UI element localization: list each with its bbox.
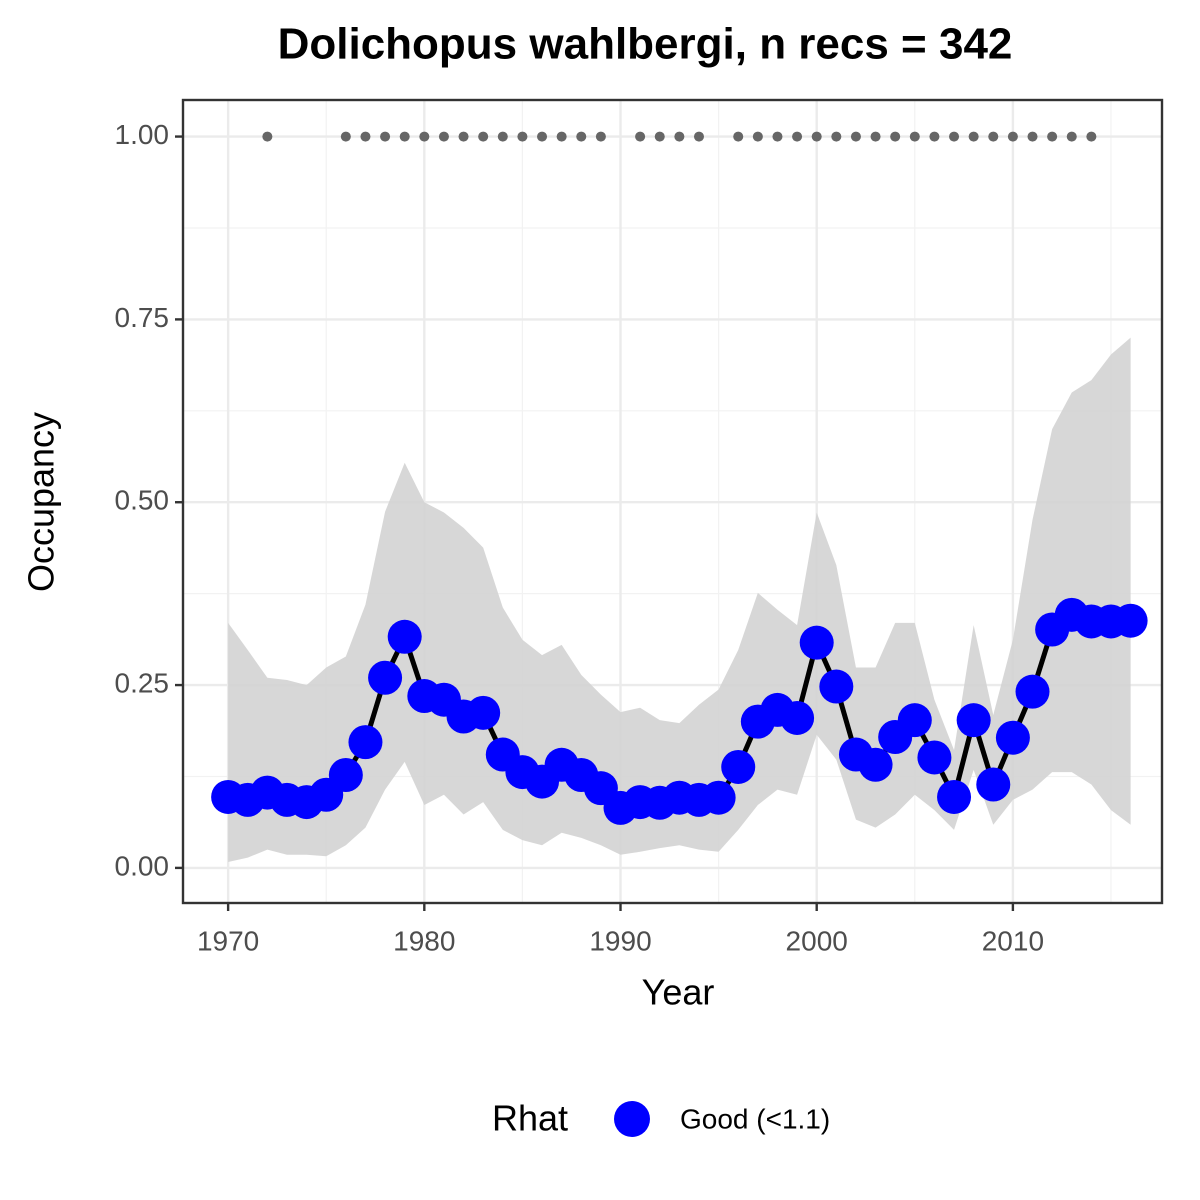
record-point: [988, 131, 999, 142]
record-point: [595, 131, 606, 142]
legend-label: Good (<1.1): [680, 1103, 830, 1134]
record-point: [1027, 131, 1038, 142]
record-point: [419, 131, 430, 142]
x-axis-label: Year: [642, 972, 715, 1013]
y-tick-label: 1.00: [115, 119, 170, 150]
record-point: [478, 131, 489, 142]
y-tick-label: 0.75: [115, 302, 170, 333]
chart-title: Dolichopus wahlbergi, n recs = 342: [278, 20, 1013, 69]
x-tick-label: 2000: [786, 925, 848, 956]
record-point: [870, 131, 881, 142]
record-point: [674, 131, 685, 142]
point: [819, 669, 854, 704]
point: [1113, 603, 1148, 638]
record-point: [458, 131, 469, 142]
y-tick-label: 0.50: [115, 485, 170, 516]
x-tick-label: 1980: [393, 925, 455, 956]
point: [897, 703, 932, 738]
record-point: [654, 131, 665, 142]
record-point: [1047, 131, 1058, 142]
point: [858, 747, 893, 782]
record-point: [733, 131, 744, 142]
y-axis-label: Occupancy: [21, 412, 62, 592]
point: [721, 749, 756, 784]
point: [368, 660, 403, 695]
y-tick-label: 0.00: [115, 850, 170, 881]
point: [937, 779, 972, 814]
record-point: [968, 131, 979, 142]
x-tick-label: 1990: [589, 925, 651, 956]
point: [799, 625, 834, 660]
record-point: [399, 131, 410, 142]
record-point: [831, 131, 842, 142]
point: [917, 740, 952, 775]
legend-title: Rhat: [492, 1098, 568, 1139]
record-point: [929, 131, 940, 142]
record-point: [262, 131, 273, 142]
record-point: [1066, 131, 1077, 142]
point: [701, 780, 736, 815]
record-point: [909, 131, 920, 142]
point: [976, 767, 1011, 802]
x-tick-label: 1970: [197, 925, 259, 956]
record-point: [949, 131, 960, 142]
record-point: [438, 131, 449, 142]
record-point: [497, 131, 508, 142]
record-point: [360, 131, 371, 142]
record-point: [556, 131, 567, 142]
record-point: [1007, 131, 1018, 142]
record-point: [890, 131, 901, 142]
record-point: [752, 131, 763, 142]
point: [780, 700, 815, 735]
point: [348, 725, 383, 760]
record-point: [576, 131, 587, 142]
point: [1015, 674, 1050, 709]
y-tick-label: 0.25: [115, 667, 170, 698]
record-point: [1086, 131, 1097, 142]
record-point: [792, 131, 803, 142]
x-tick-label: 2010: [982, 925, 1044, 956]
record-point: [380, 131, 391, 142]
point: [328, 758, 363, 793]
record-point: [517, 131, 528, 142]
record-point: [850, 131, 861, 142]
point: [387, 619, 422, 654]
record-point: [340, 131, 351, 142]
record-point: [693, 131, 704, 142]
record-point: [772, 131, 783, 142]
record-point: [635, 131, 646, 142]
point: [466, 695, 501, 730]
point: [995, 720, 1030, 755]
point: [956, 703, 991, 738]
record-point: [811, 131, 822, 142]
legend-swatch: [614, 1101, 650, 1137]
record-point: [537, 131, 548, 142]
